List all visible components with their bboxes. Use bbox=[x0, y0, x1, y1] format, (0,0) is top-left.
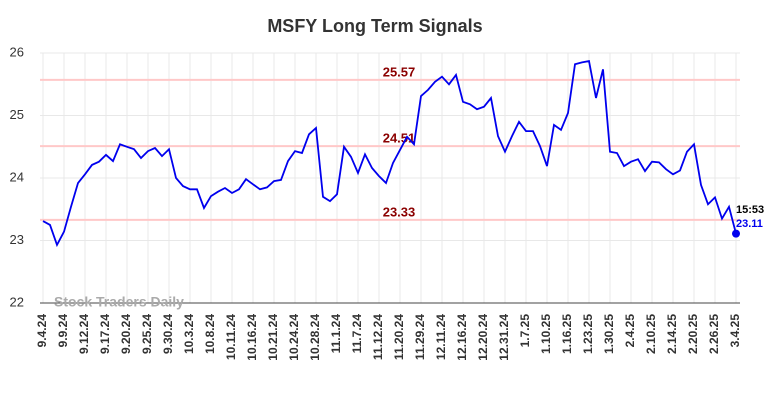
x-tick-label: 11.20.24 bbox=[392, 314, 406, 360]
x-tick-label: 9.17.24 bbox=[98, 314, 112, 354]
x-tick-label: 12.11.24 bbox=[434, 314, 448, 360]
x-tick-label: 11.7.24 bbox=[350, 314, 364, 354]
x-tick-label: 1.30.25 bbox=[602, 314, 616, 354]
x-tick-label: 9.30.24 bbox=[161, 314, 175, 354]
x-tick-label: 2.20.25 bbox=[686, 314, 700, 354]
y-tick-label: 24 bbox=[10, 169, 24, 184]
signal-label: 25.57 bbox=[383, 64, 416, 79]
x-tick-label: 9.12.24 bbox=[77, 314, 91, 354]
x-tick-label: 9.9.24 bbox=[56, 314, 70, 348]
last-point bbox=[732, 229, 740, 238]
x-tick-label: 12.16.24 bbox=[455, 314, 469, 361]
x-tick-label: 1.7.25 bbox=[518, 314, 532, 348]
x-tick-label: 1.23.25 bbox=[581, 314, 595, 354]
x-tick-label: 2.26.25 bbox=[707, 314, 721, 354]
signal-label: 24.51 bbox=[383, 131, 416, 146]
x-tick-label: 11.12.24 bbox=[371, 314, 385, 360]
y-tick-label: 23 bbox=[10, 232, 24, 247]
y-tick-label: 26 bbox=[10, 44, 24, 59]
x-tick-label: 3.4.25 bbox=[728, 314, 742, 348]
x-tick-label: 10.8.24 bbox=[203, 314, 217, 354]
x-tick-label: 11.29.24 bbox=[413, 314, 427, 360]
y-tick-label: 22 bbox=[10, 294, 24, 309]
x-tick-label: 10.16.24 bbox=[245, 314, 259, 361]
price-line bbox=[42, 60, 737, 248]
y-tick-label: 25 bbox=[10, 107, 24, 122]
x-tick-label: 10.11.24 bbox=[224, 314, 238, 360]
x-tick-label: 9.25.24 bbox=[140, 314, 154, 354]
x-tick-label: 2.14.25 bbox=[665, 314, 679, 354]
x-tick-label: 10.24.24 bbox=[287, 314, 301, 361]
x-tick-label: 10.3.24 bbox=[182, 314, 196, 354]
x-tick-label: 2.10.25 bbox=[644, 314, 658, 354]
last-value: 23.11 bbox=[736, 218, 763, 230]
signal-label: 23.33 bbox=[383, 204, 416, 219]
x-tick-label: 9.20.24 bbox=[119, 314, 133, 354]
x-tick-label: 1.16.25 bbox=[560, 314, 574, 354]
x-tick-label: 12.20.24 bbox=[476, 314, 490, 361]
x-tick-label: 2.4.25 bbox=[623, 314, 637, 348]
chart-title: MSFY Long Term Signals bbox=[267, 16, 482, 36]
x-tick-label: 10.28.24 bbox=[308, 314, 322, 361]
x-tick-label: 1.10.25 bbox=[539, 314, 553, 354]
x-tick-label: 10.21.24 bbox=[266, 314, 280, 361]
x-tick-label: 9.4.24 bbox=[35, 314, 49, 348]
watermark: Stock Traders Daily bbox=[54, 294, 184, 310]
x-tick-label: 11.1.24 bbox=[329, 314, 343, 354]
x-tick-label: 12.31.24 bbox=[497, 314, 511, 361]
last-time: 15:53 bbox=[736, 204, 764, 216]
